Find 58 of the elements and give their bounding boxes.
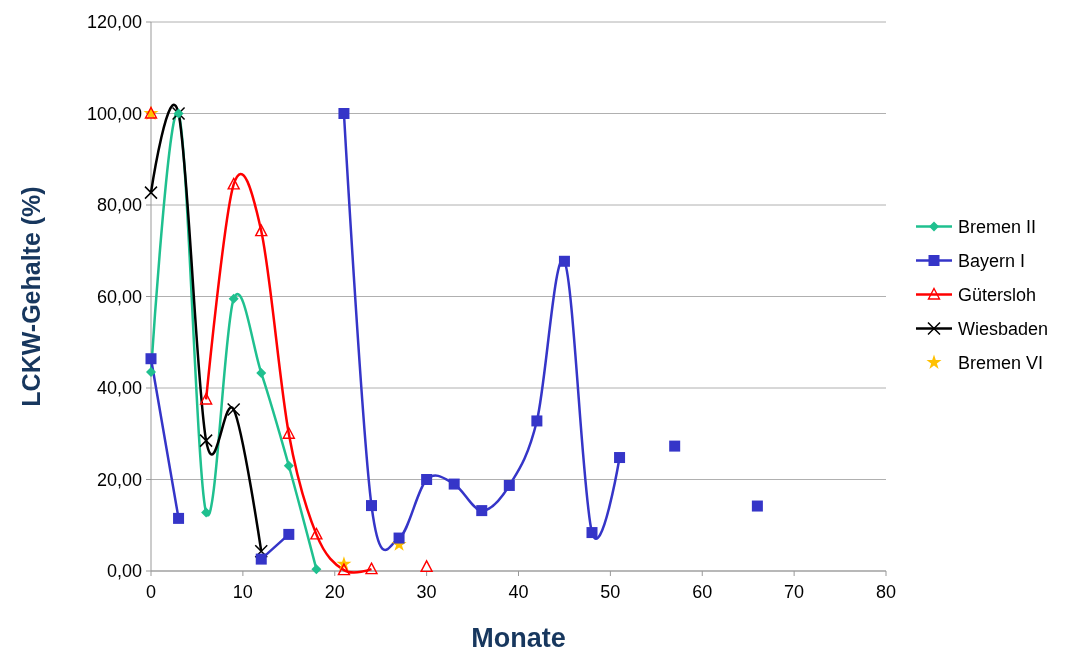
point <box>421 474 433 485</box>
x-tick-label: 50 <box>600 582 621 602</box>
point <box>201 507 212 518</box>
x-tick-label: 0 <box>145 582 157 602</box>
point <box>254 544 268 559</box>
point <box>420 560 433 573</box>
point <box>256 367 267 378</box>
point <box>226 402 241 417</box>
y-axis-title: LCKW-Gehalte (%) <box>17 186 45 407</box>
y-tick-label: 120,00 <box>86 12 142 33</box>
point <box>476 505 488 517</box>
y-tick-label: 100,00 <box>86 103 142 124</box>
x-tick-label: 80 <box>875 582 897 602</box>
point <box>586 527 598 539</box>
point <box>366 500 377 512</box>
point <box>199 392 213 405</box>
x-axis-title: Monate <box>471 623 566 653</box>
point <box>144 185 158 200</box>
point <box>337 563 351 576</box>
point <box>173 512 185 524</box>
point <box>283 528 295 540</box>
point <box>255 224 268 237</box>
x-tick-label: 30 <box>416 582 437 602</box>
legend-label: Bremen II <box>958 216 1037 237</box>
point <box>282 427 296 439</box>
y-tick-label: 80,00 <box>96 195 142 216</box>
y-tick-label: 40,00 <box>96 378 142 399</box>
point <box>558 255 570 267</box>
point <box>227 177 240 190</box>
x-tick-label: 60 <box>692 582 713 602</box>
point <box>751 500 763 512</box>
point <box>283 460 294 471</box>
legend-label: Bayern I <box>958 250 1026 271</box>
point <box>669 440 681 452</box>
y-tick-label: 0,00 <box>106 561 142 582</box>
legend-label: Bremen VI <box>958 352 1044 373</box>
x-tick-label: 20 <box>324 582 345 602</box>
point <box>228 293 239 304</box>
point <box>503 479 515 491</box>
x-tick-label: 10 <box>232 582 253 602</box>
x-tick-label: 70 <box>784 582 805 602</box>
point <box>310 527 323 540</box>
point <box>448 478 460 490</box>
y-tick-label: 20,00 <box>96 469 142 490</box>
point <box>393 532 405 544</box>
point <box>365 562 378 575</box>
legend-label: Wiesbaden <box>958 318 1049 339</box>
point <box>531 415 543 427</box>
point <box>311 564 322 575</box>
legend-label: Gütersloh <box>958 284 1037 305</box>
point <box>199 433 213 448</box>
point <box>614 452 626 464</box>
point <box>146 366 156 377</box>
y-tick-label: 60,00 <box>96 286 142 307</box>
point <box>255 553 267 565</box>
x-tick-label: 40 <box>508 582 529 602</box>
point <box>338 108 350 119</box>
point <box>145 353 157 365</box>
